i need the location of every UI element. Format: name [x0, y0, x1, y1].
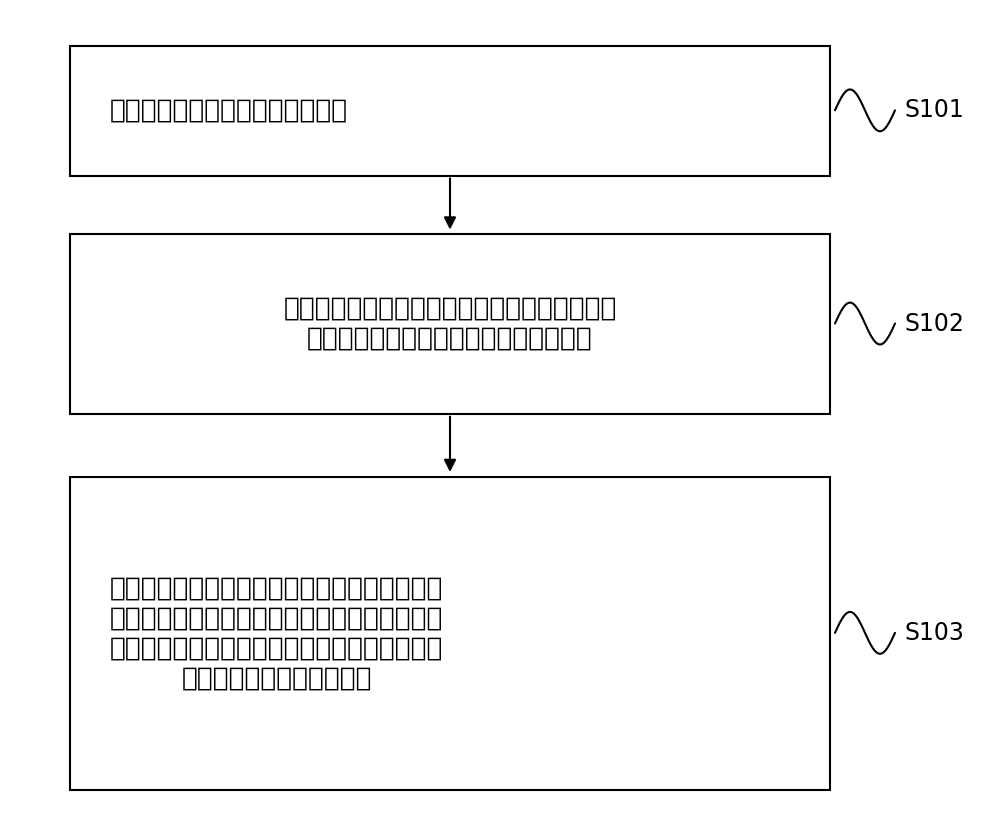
- Text: S103: S103: [905, 621, 965, 645]
- Bar: [70, 477, 830, 790]
- Text: 在所述充电桩未接收到所述充电请求，且所述充
电枪处于所述预定位置持续预定时间的情况下，
控制所述充电桩进入第一睡眠模式，以降低所述
充电桩的部分模块的功耗。: 在所述充电桩未接收到所述充电请求，且所述充 电枪处于所述预定位置持续预定时间的情…: [110, 575, 443, 691]
- Bar: [70, 234, 830, 414]
- Text: S101: S101: [905, 99, 965, 122]
- Text: S102: S102: [905, 312, 965, 335]
- Text: 检测充电桩是否接收到充电请求；: 检测充电桩是否接收到充电请求；: [110, 98, 348, 124]
- Text: 检测充电枪是否处于预定位置，所述预定位置为
所述充电枪处于未使用状态的固定位置；: 检测充电枪是否处于预定位置，所述预定位置为 所述充电枪处于未使用状态的固定位置；: [283, 296, 617, 352]
- Bar: [70, 46, 830, 176]
